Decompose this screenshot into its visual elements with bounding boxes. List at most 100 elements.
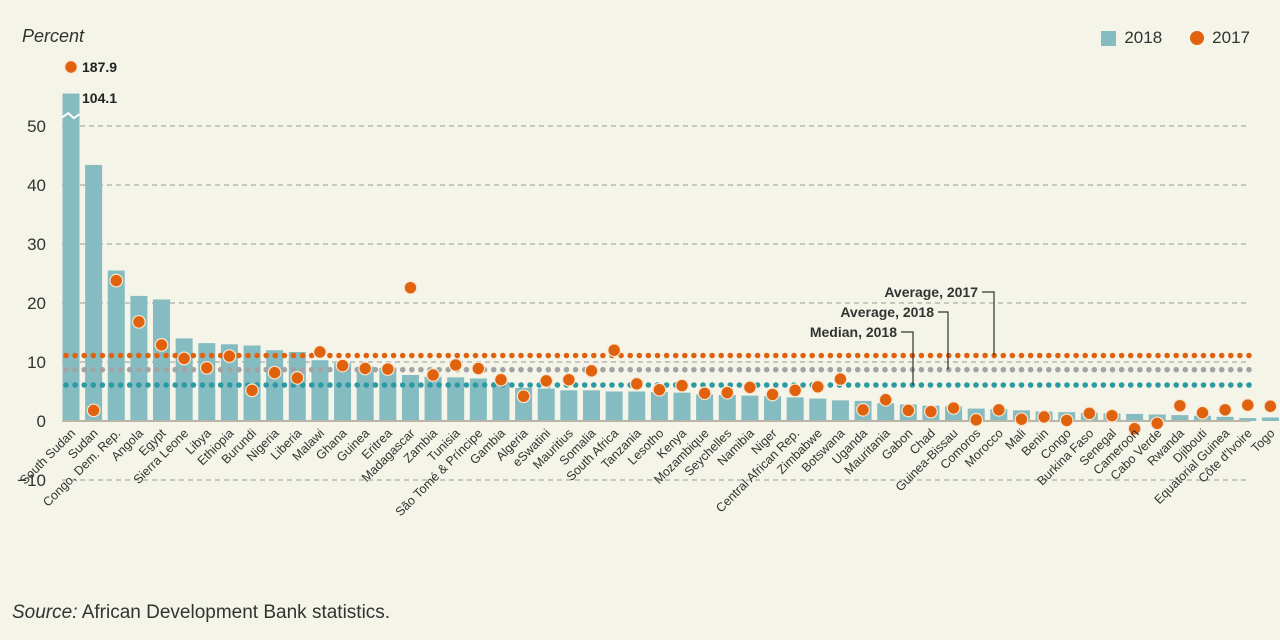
- reference-line-dot: [691, 366, 697, 373]
- reference-line-dot: [236, 382, 242, 388]
- reference-line-dot: [527, 382, 533, 388]
- reference-line-dot: [791, 352, 797, 359]
- reference-line-dot: [663, 366, 670, 373]
- reference-line-dot: [572, 366, 579, 373]
- reference-line-dot: [563, 352, 570, 359]
- reference-line-dot: [763, 366, 770, 373]
- reference-line-dot: [236, 352, 242, 359]
- reference-line-dot: [1164, 366, 1170, 373]
- reference-line-dot: [709, 352, 715, 359]
- reference-line-dot: [1118, 382, 1125, 388]
- reference-line-dot: [1218, 352, 1225, 359]
- reference-line-dot: [945, 352, 952, 359]
- reference-line-dot: [927, 366, 934, 373]
- dot-2017: [494, 372, 508, 387]
- reference-line-dot: [263, 352, 270, 359]
- reference-line-dot: [527, 352, 533, 359]
- chart-canvas: −10 0 10 20 30 40 50 Average, 2017 Average, 2018…: [17, 59, 1279, 519]
- reference-line-dot: [882, 366, 888, 373]
- dot-2017: [358, 361, 373, 376]
- reference-line-dot: [800, 352, 806, 359]
- reference-line-dot: [1082, 352, 1088, 359]
- reference-line-dot: [609, 382, 615, 388]
- dot-2017: [856, 402, 870, 417]
- bar-2018: [673, 392, 691, 421]
- reference-line-dot: [399, 366, 406, 373]
- reference-line-dot: [709, 382, 715, 388]
- reference-line-dot: [1127, 366, 1134, 373]
- bar-2018: [311, 360, 329, 421]
- reference-line-dot: [1146, 366, 1152, 373]
- reference-line-dot: [545, 352, 552, 359]
- dot-2017: [267, 365, 282, 380]
- bar-2018: [243, 345, 261, 421]
- reference-line-dot: [900, 366, 906, 373]
- reference-line-dot: [327, 382, 333, 388]
- reference-line-dot: [1082, 366, 1088, 373]
- reference-line-dot: [563, 366, 570, 373]
- reference-line-dot: [154, 366, 160, 373]
- reference-line-dot: [509, 352, 515, 359]
- reference-line-dot: [1155, 366, 1161, 373]
- reference-line-dot: [964, 366, 970, 373]
- bar-2018: [85, 164, 103, 421]
- reference-line-leader: [982, 291, 995, 356]
- reference-line-dot: [445, 352, 452, 359]
- reference-line-dot: [809, 366, 815, 373]
- y-tick-label: 40: [27, 176, 46, 195]
- source-prefix: Source:: [12, 602, 78, 623]
- reference-line-dot: [1009, 382, 1016, 388]
- dot-2017: [109, 273, 124, 288]
- dot-2017: [1014, 412, 1029, 427]
- reference-line-dot: [126, 382, 133, 388]
- reference-line-dot: [936, 366, 943, 373]
- reference-line-dot: [791, 366, 797, 373]
- bar-2018: [153, 299, 171, 421]
- reference-line-dot: [991, 366, 997, 373]
- bar-2018: [696, 394, 714, 421]
- reference-line-dot: [281, 382, 288, 388]
- reference-line-dot: [900, 352, 906, 359]
- reference-line-dot: [136, 366, 142, 373]
- reference-line-dot: [318, 366, 324, 373]
- reference-line-dot: [782, 366, 788, 373]
- reference-line-dot: [1182, 366, 1189, 373]
- dot-2017: [222, 349, 237, 364]
- reference-line-dot: [1246, 382, 1252, 388]
- dot-2017: [154, 337, 169, 352]
- reference-line-dot: [1091, 366, 1098, 373]
- reference-line-label: Median, 2018: [810, 324, 897, 340]
- reference-line-dot: [773, 352, 779, 359]
- reference-line-dot: [927, 352, 934, 359]
- reference-line-dot: [1218, 382, 1225, 388]
- reference-line-dot: [854, 382, 861, 388]
- bar-2018: [628, 391, 646, 421]
- reference-line-dot: [199, 352, 206, 359]
- dot-2017: [199, 361, 214, 375]
- bar-2018: [537, 388, 555, 421]
- reference-line-dot: [1200, 366, 1207, 373]
- reference-line-dot: [945, 366, 952, 373]
- reference-line-dot: [900, 382, 906, 388]
- reference-line-dot: [936, 382, 943, 388]
- bar-2018: [582, 390, 600, 421]
- reference-line-dot: [873, 352, 879, 359]
- reference-line-dot: [627, 352, 633, 359]
- dot-2017: [1263, 399, 1278, 414]
- reference-line-dot: [427, 382, 433, 388]
- reference-line-dot: [936, 352, 943, 359]
- reference-line-dot: [1237, 352, 1243, 359]
- reference-line-dot: [445, 382, 452, 388]
- reference-line-dot: [1137, 366, 1143, 373]
- dot-2017: [1082, 406, 1097, 421]
- source-note: Source: African Development Bank statist…: [12, 602, 390, 624]
- reference-line-dot: [272, 382, 279, 388]
- reference-line-dot: [618, 382, 624, 388]
- reference-line-dot: [1137, 352, 1143, 359]
- reference-line-dot: [1182, 352, 1189, 359]
- reference-line-dot: [800, 366, 806, 373]
- bar-2018: [764, 396, 782, 421]
- reference-line-dot: [527, 366, 533, 373]
- reference-line-dot: [973, 352, 979, 359]
- reference-line-dot: [645, 382, 652, 388]
